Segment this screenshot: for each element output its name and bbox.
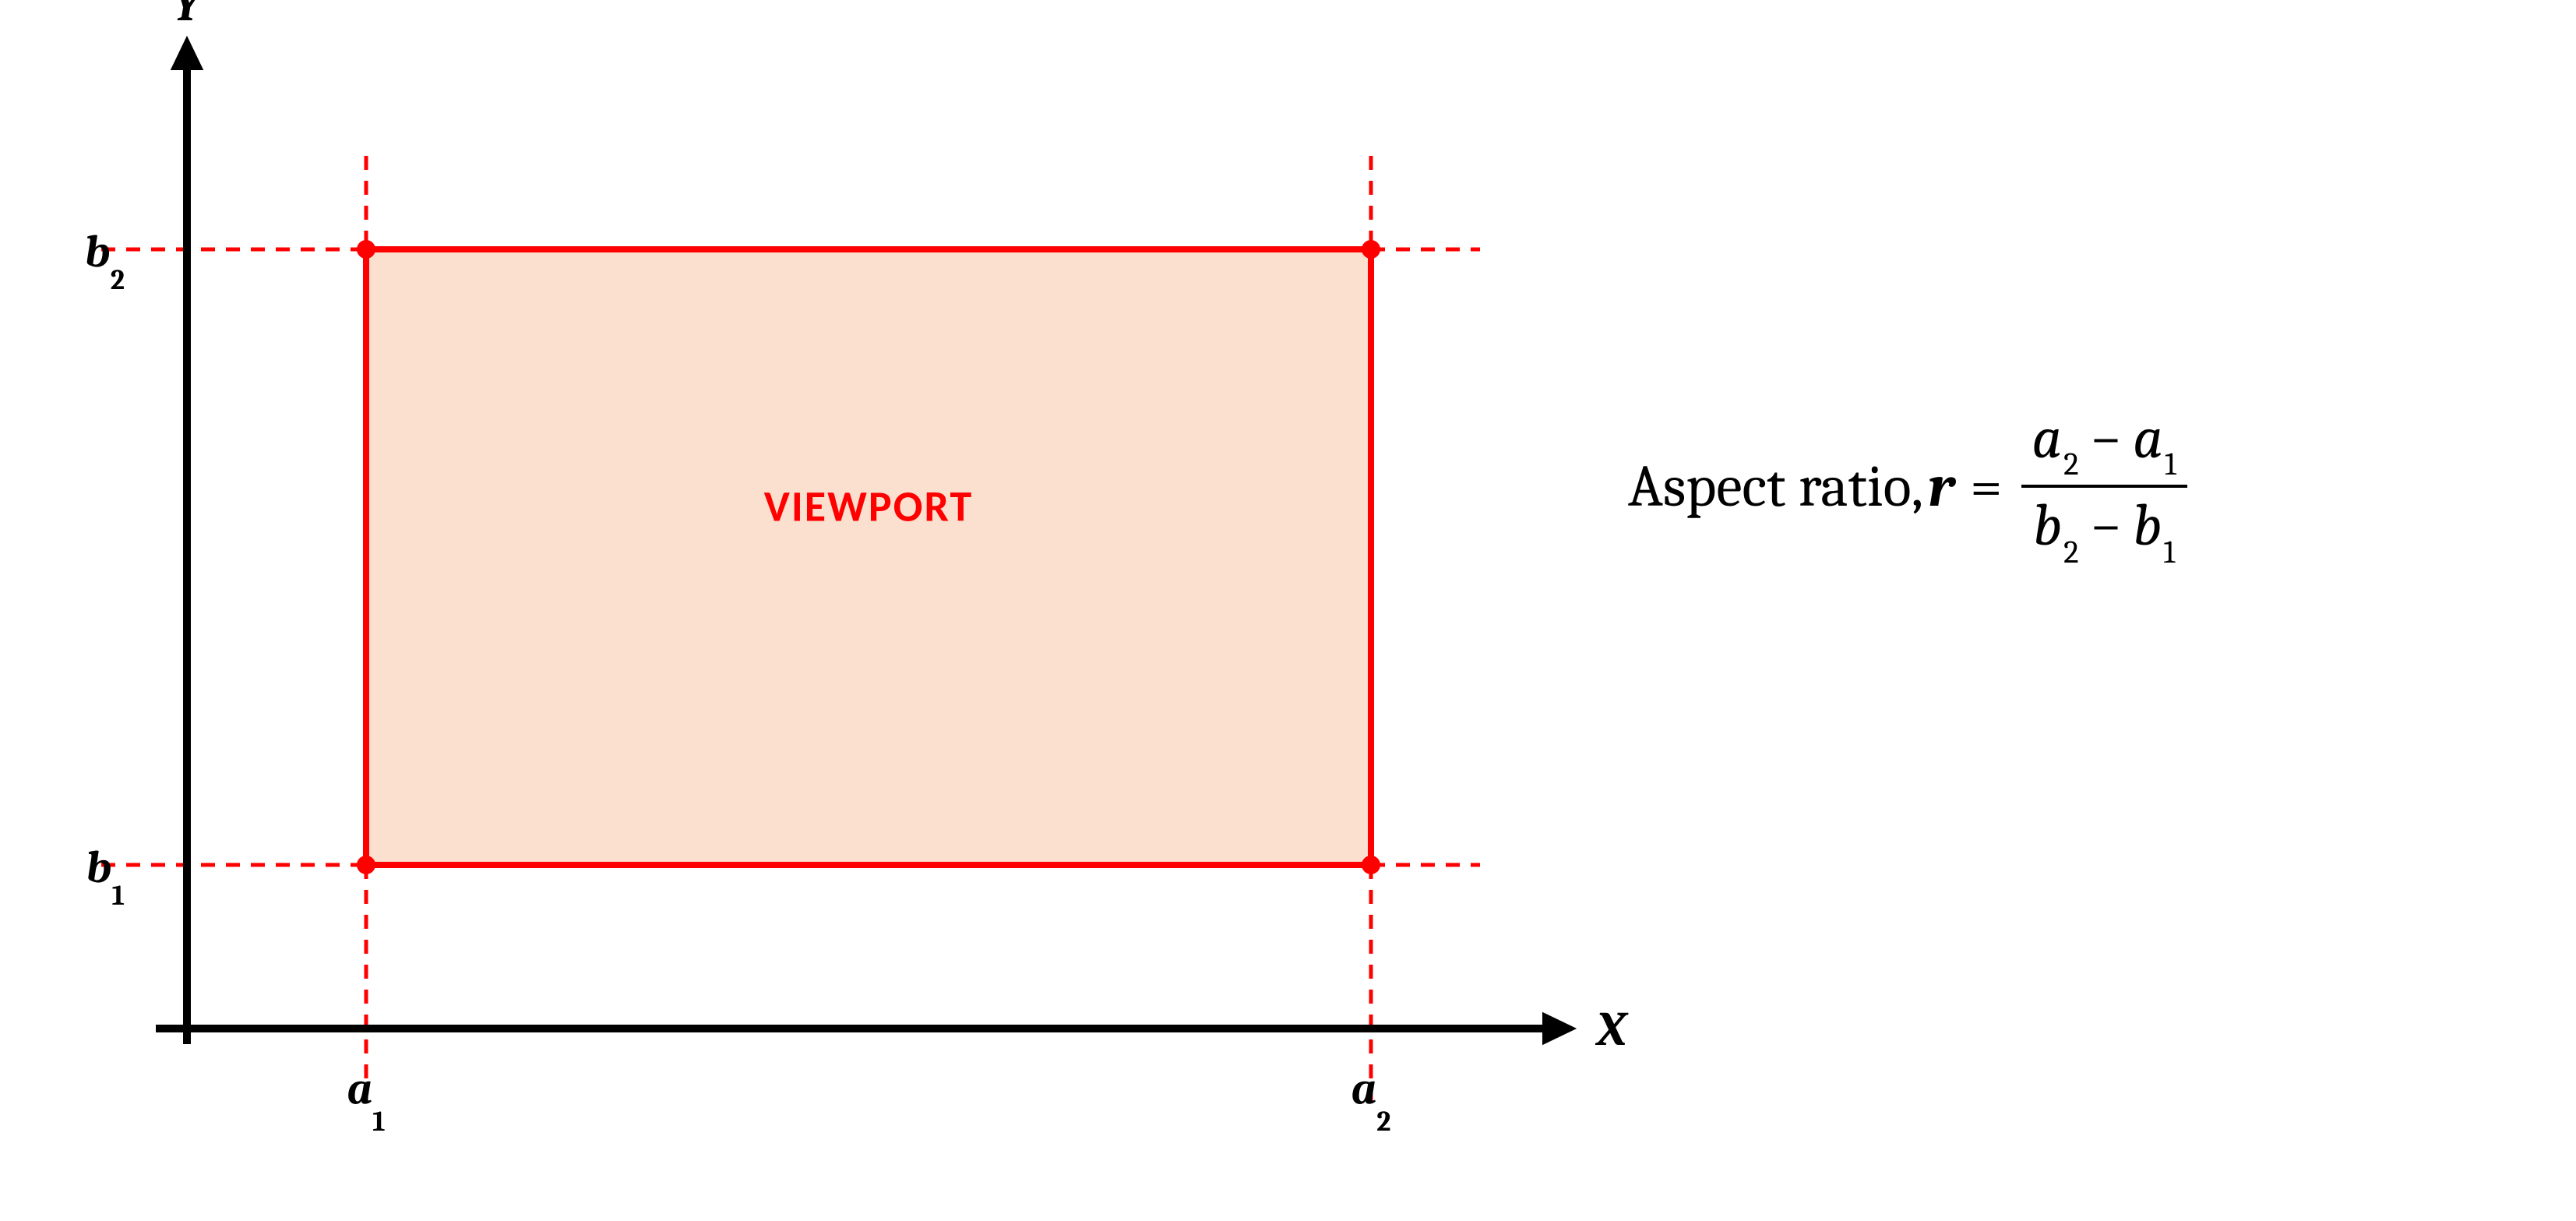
tick-b2: b2 (85, 226, 125, 296)
num-a1-base: a (2133, 404, 2163, 472)
formula-prefix: Aspect ratio, (1628, 453, 1923, 521)
num-minus: − (2079, 404, 2134, 472)
figure-root: X Y a1 a2 b1 b2 VIEWPORT Aspect ratio, r… (0, 0, 2576, 1221)
viewport-fill (366, 249, 1371, 865)
point-a1-b1 (357, 856, 375, 874)
num-a1-sub: 1 (2163, 446, 2176, 483)
num-a2-sub: 2 (2062, 446, 2078, 483)
formula-fraction: a2−a1 b2−b1 (2021, 405, 2187, 568)
formula-denominator: b2−b1 (2022, 492, 2186, 567)
tick-a2: a2 (1351, 1063, 1391, 1138)
den-b2-base: b (2033, 492, 2062, 559)
den-b2-sub: 2 (2062, 535, 2078, 571)
x-axis-arrow-icon (1542, 1012, 1577, 1046)
den-minus: − (2079, 492, 2134, 559)
formula-equals: = (1962, 453, 2021, 521)
fraction-bar (2021, 485, 2187, 488)
diagram-svg: X Y a1 a2 b1 b2 VIEWPORT (0, 0, 2576, 1221)
point-a2-b2 (1362, 240, 1380, 259)
den-b1-sub: 1 (2162, 535, 2175, 571)
point-a1-b2 (357, 240, 375, 259)
x-axis-label: X (1595, 1001, 1629, 1057)
den-b1-base: b (2133, 492, 2162, 559)
y-axis-label: Y (174, 0, 205, 33)
num-a2-base: a (2032, 404, 2063, 472)
formula-numerator: a2−a1 (2021, 405, 2187, 480)
viewport-label: VIEWPORT (764, 481, 974, 534)
y-axis-arrow-icon (171, 36, 204, 70)
point-a2-b1 (1362, 856, 1380, 874)
aspect-ratio-formula: Aspect ratio, r = a2−a1 b2−b1 (1628, 405, 2187, 568)
tick-a1: a1 (347, 1063, 385, 1138)
tick-b1: b1 (86, 842, 125, 912)
formula-variable-r: r (1923, 453, 1962, 521)
